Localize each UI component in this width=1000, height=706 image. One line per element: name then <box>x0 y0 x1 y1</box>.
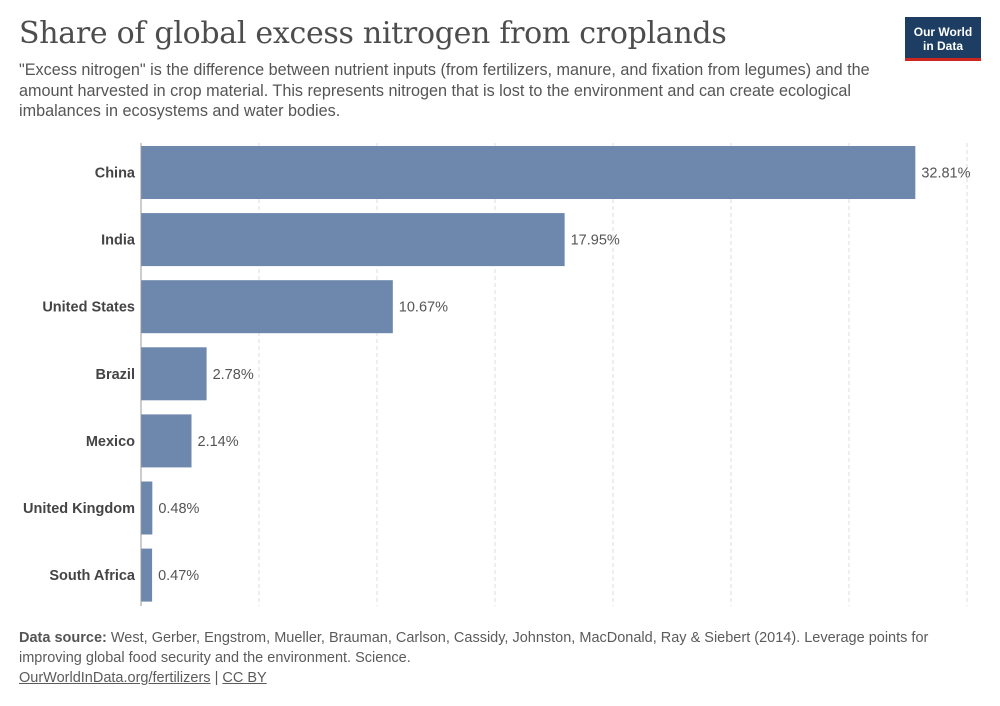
category-label: China <box>95 166 136 182</box>
license-link[interactable]: CC BY <box>222 670 267 686</box>
bar-united-kingdom[interactable] <box>141 481 153 535</box>
category-label: United States <box>42 300 135 316</box>
category-label: India <box>101 233 136 249</box>
category-label: South Africa <box>49 568 136 584</box>
source-label: Data source: <box>19 630 107 646</box>
category-label: United Kingdom <box>23 501 135 517</box>
value-label: 2.78% <box>213 367 254 383</box>
logo-line-2: in Data <box>922 39 963 53</box>
value-label: 10.67% <box>399 300 448 316</box>
footer-separator: | <box>214 670 219 686</box>
category-label: Brazil <box>96 367 136 383</box>
value-label: 17.95% <box>571 233 620 249</box>
bar-china[interactable] <box>141 146 916 199</box>
value-label: 0.47% <box>158 568 199 584</box>
logo-line-1: Our World <box>913 25 973 39</box>
owid-logo[interactable]: Our World in Data <box>905 17 981 61</box>
bar-brazil[interactable] <box>141 347 207 401</box>
chart-footer: Data source: West, Gerber, Engstrom, Mue… <box>19 628 979 688</box>
value-label: 0.48% <box>158 501 199 517</box>
fertilizers-link[interactable]: OurWorldInData.org/fertilizers <box>19 670 211 686</box>
category-label: Mexico <box>86 434 135 450</box>
value-label: 2.14% <box>198 434 239 450</box>
bar-united-states[interactable] <box>141 280 393 334</box>
source-text: West, Gerber, Engstrom, Mueller, Brauman… <box>19 630 929 666</box>
value-label: 32.81% <box>921 166 970 182</box>
chart-subtitle: "Excess nitrogen" is the difference betw… <box>19 61 870 120</box>
bar-india[interactable] <box>141 213 565 267</box>
bar-mexico[interactable] <box>141 414 192 468</box>
chart-title: Share of global excess nitrogen from cro… <box>19 16 727 51</box>
bar-south-africa[interactable] <box>141 548 153 602</box>
